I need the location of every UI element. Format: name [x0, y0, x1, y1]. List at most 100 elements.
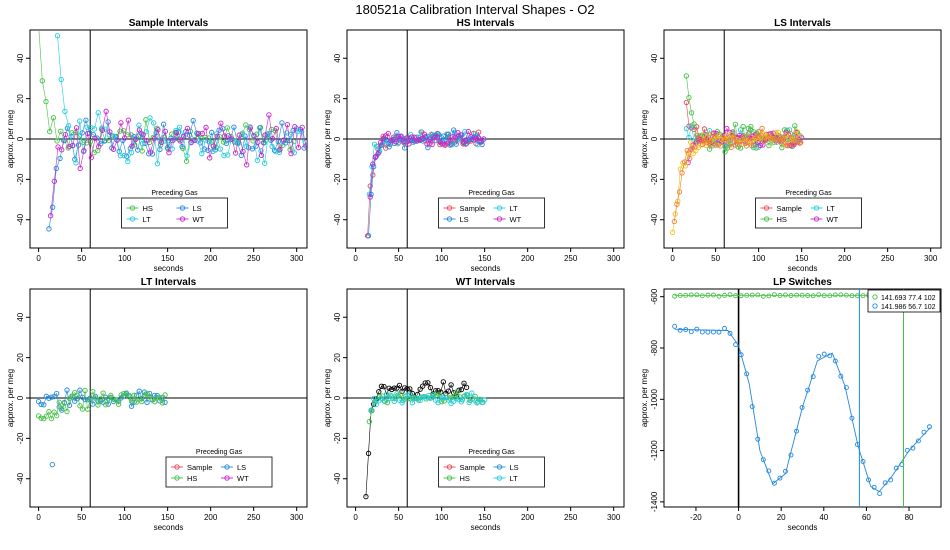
data-point	[466, 399, 472, 406]
x-tick-label: 100	[118, 513, 132, 522]
data-point	[372, 154, 379, 160]
data-point	[110, 396, 117, 402]
data-point	[397, 391, 403, 398]
data-point	[468, 134, 474, 140]
figure-title: 180521a Calibration Interval Shapes - O2	[355, 2, 595, 17]
data-point	[306, 139, 307, 144]
data-point	[740, 123, 746, 130]
data-point	[445, 131, 452, 137]
data-point	[38, 415, 44, 421]
data-point	[725, 138, 732, 144]
panel-lp-switches: LP Switches -20 0 20 40 60 80 -1400 -1200 -1000 -8…	[640, 277, 942, 532]
data-point	[435, 400, 441, 406]
data-point	[55, 144, 61, 150]
data-point	[777, 475, 783, 481]
data-point	[418, 129, 424, 135]
data-point	[417, 386, 423, 392]
data-point	[705, 329, 711, 335]
data-point	[681, 159, 688, 165]
data-point	[77, 118, 83, 124]
legend-marker	[446, 216, 453, 222]
data-point	[463, 391, 470, 398]
data-point	[375, 151, 381, 157]
data-point	[101, 138, 108, 144]
data-point	[82, 396, 88, 403]
x-axis-label: seconds	[788, 523, 818, 532]
data-point	[871, 484, 877, 490]
data-point	[435, 131, 441, 137]
data-point	[452, 134, 459, 141]
data-point	[838, 373, 844, 379]
data-point	[409, 400, 416, 406]
data-point	[777, 137, 783, 143]
data-point	[406, 141, 412, 147]
data-point	[100, 390, 106, 396]
data-layer	[669, 73, 805, 236]
data-point	[816, 353, 822, 359]
data-point	[429, 141, 435, 148]
data-point	[170, 137, 176, 144]
data-point	[792, 134, 799, 140]
data-point	[694, 132, 701, 138]
legend-label: LT	[510, 474, 519, 483]
data-point	[795, 139, 801, 145]
data-point	[462, 128, 468, 135]
data-point	[77, 165, 83, 171]
data-point	[54, 412, 60, 419]
data-point	[73, 160, 79, 166]
data-point	[463, 384, 470, 391]
data-point	[87, 397, 93, 403]
data-point	[61, 400, 68, 406]
data-point	[262, 160, 268, 166]
legend-title: Preceding Gas	[196, 449, 243, 456]
data-point	[273, 149, 279, 155]
data-point	[457, 132, 464, 138]
legend-label: WT	[827, 215, 839, 224]
data-point	[277, 146, 283, 153]
data-point	[87, 139, 94, 145]
data-point	[759, 125, 765, 132]
data-point	[821, 351, 827, 357]
data-point	[121, 135, 128, 141]
data-point	[732, 121, 739, 127]
y-tick-label: -20	[650, 173, 659, 185]
data-point	[473, 135, 479, 141]
data-point	[445, 388, 452, 394]
data-point	[162, 392, 168, 398]
data-point	[51, 409, 57, 415]
series-line	[50, 111, 307, 216]
data-point	[420, 394, 426, 400]
data-point	[50, 115, 57, 121]
data-point	[481, 397, 488, 403]
data-point	[461, 380, 467, 386]
data-point	[84, 406, 91, 412]
data-point	[674, 201, 680, 207]
data-point	[58, 76, 64, 83]
data-point	[366, 419, 373, 425]
data-point	[162, 128, 168, 135]
legend-title: Preceding Gas	[151, 190, 198, 197]
data-point	[389, 393, 395, 399]
data-point	[700, 141, 706, 148]
data-point	[683, 327, 689, 333]
data-point	[378, 142, 385, 148]
legend-label: LS	[460, 215, 469, 224]
legend-box	[438, 197, 545, 229]
legend: Preceding Gas Sample LS HS LT	[438, 449, 545, 488]
data-point	[832, 358, 838, 364]
y-tick-label: 0	[333, 395, 342, 400]
panel-title: HS Intervals	[457, 18, 515, 29]
data-point	[425, 394, 431, 401]
x-tick-label: 20	[777, 513, 786, 522]
y-axis-label: approx. per meg	[640, 110, 649, 168]
legend-label: WT	[237, 474, 249, 483]
data-point	[755, 139, 761, 146]
data-point	[724, 132, 730, 138]
data-point	[749, 143, 755, 149]
data-point	[128, 398, 135, 404]
data-point	[143, 129, 149, 135]
data-point	[184, 125, 191, 132]
data-point	[95, 110, 101, 116]
data-point	[99, 127, 106, 133]
